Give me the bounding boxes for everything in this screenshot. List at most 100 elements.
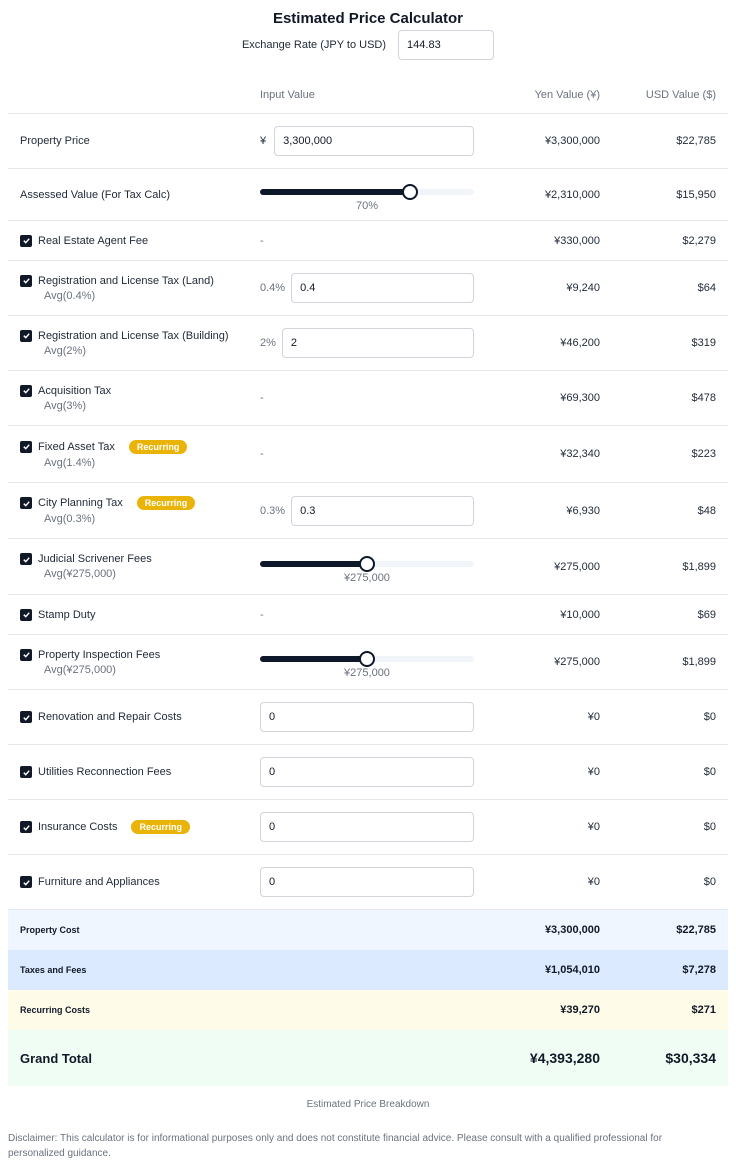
grand-total-row: Grand Total ¥4,393,280 $30,334 [8,1030,728,1086]
recurring-badge: Recurring [131,820,190,834]
utilities-fees-checkbox[interactable] [20,766,32,778]
registration-land-input[interactable] [291,273,474,303]
row-label: Stamp Duty [38,608,96,621]
yen-value: ¥0 [587,821,600,833]
scrivener-fees-slider[interactable]: ¥275,000 [260,550,474,584]
property-price-input[interactable] [274,126,474,156]
row-scrivener-fees: Judicial Scrivener Fees Avg(¥275,000) ¥2… [8,539,728,595]
acquisition-tax-checkbox[interactable] [20,384,32,397]
registration-building-input[interactable] [281,328,474,358]
avg-note: Avg(0.4%) [44,289,96,302]
input-placeholder-dash: - [260,392,264,404]
row-inspection-fees: Property Inspection Fees Avg(¥275,000) ¥… [8,635,728,690]
recurring-badge: Recurring [128,439,188,454]
exchange-rate-label: Exchange Rate (JPY to USD) [241,39,387,51]
percent-prefix: 0.3% [260,504,286,517]
row-insurance-costs: Insurance Costs Recurring ¥0 $0 [8,800,728,855]
registration-land-checkbox[interactable] [20,274,32,287]
usd-value: $319 [691,337,716,349]
row-label: Insurance Costs [38,821,118,833]
grand-total-label: Grand Total [20,1050,92,1066]
row-label: Acquisition Tax [38,384,112,397]
grand-total-usd: $30,334 [665,1050,716,1066]
summary-property-cost: Property Cost ¥3,300,000 $22,785 [8,910,728,950]
usd-value: $0 [703,876,716,888]
summary-usd: $22,785 [676,924,716,936]
row-registration-land: Registration and License Tax (Land) Avg(… [8,261,728,316]
slider-thumb[interactable] [359,555,375,572]
city-planning-tax-checkbox[interactable] [20,497,32,509]
slider-caption: ¥275,000 [344,667,390,679]
recurring-badge: Recurring [136,496,196,510]
usd-value: $0 [703,766,716,778]
city-planning-tax-input[interactable] [291,495,474,526]
yen-value: ¥330,000 [554,234,600,247]
yen-value: ¥6,930 [566,504,600,517]
stamp-duty-checkbox[interactable] [20,608,32,621]
row-label: Fixed Asset Tax [38,440,115,453]
slider-thumb[interactable] [401,183,418,200]
row-label: Registration and License Tax (Land) [38,274,214,287]
inspection-fees-checkbox[interactable] [20,648,32,661]
utilities-fees-input[interactable] [260,757,474,787]
row-city-planning-tax: City Planning Tax Recurring Avg(0.3%) 0.… [8,483,728,539]
insurance-costs-checkbox[interactable] [20,821,32,833]
row-renovation-costs: Renovation and Repair Costs ¥0 $0 [8,690,728,745]
grand-total-yen: ¥4,393,280 [529,1050,600,1066]
summary-usd: $271 [691,1004,716,1016]
furniture-appliances-checkbox[interactable] [20,876,32,888]
row-registration-building: Registration and License Tax (Building) … [8,316,728,371]
scrivener-fees-checkbox[interactable] [20,553,32,565]
row-agent-fee: Real Estate Agent Fee - ¥330,000 $2,279 [8,221,728,261]
fixed-asset-tax-checkbox[interactable] [20,440,32,453]
usd-value: $2,279 [682,234,716,247]
insurance-costs-input[interactable] [260,812,474,842]
furniture-appliances-input[interactable] [260,867,474,897]
usd-value: $15,950 [676,188,716,201]
yen-value: ¥275,000 [554,560,600,573]
usd-value: $478 [691,392,716,404]
percent-prefix: 2% [260,337,276,349]
summary-usd: $7,278 [682,964,716,976]
avg-note: Avg(0.3%) [44,513,96,525]
page-title: Estimated Price Calculator [272,10,464,27]
yen-value: ¥0 [587,766,600,778]
usd-value: $22,785 [676,135,716,147]
row-label: Assessed Value (For Tax Calc) [20,188,170,201]
row-property-price: Property Price ¥ ¥3,300,000 $22,785 [8,114,728,169]
assessed-value-slider[interactable]: 70% [260,178,474,212]
summary-yen: ¥1,054,010 [544,964,600,976]
avg-note: Avg(2%) [44,344,86,357]
row-label: Property Price [20,135,90,147]
avg-note: Avg(¥275,000) [44,568,116,580]
usd-value: $1,899 [682,560,716,573]
column-header-input: Input Value [260,89,315,101]
registration-building-checkbox[interactable] [20,329,32,342]
usd-value: $223 [691,448,716,460]
row-fixed-asset-tax: Fixed Asset Tax Recurring Avg(1.4%) - ¥3… [8,426,728,483]
yen-value: ¥275,000 [554,656,600,668]
summary-label: Property Cost [20,925,80,935]
row-label: Utilities Reconnection Fees [38,766,172,778]
renovation-costs-checkbox[interactable] [20,711,32,723]
row-label: Renovation and Repair Costs [38,711,182,723]
column-header-usd: USD Value ($) [645,89,716,101]
usd-value: $0 [703,821,716,833]
renovation-costs-input[interactable] [260,702,474,732]
yen-value: ¥2,310,000 [544,188,600,201]
slider-thumb[interactable] [359,651,375,667]
row-acquisition-tax: Acquisition Tax Avg(3%) - ¥69,300 $478 [8,371,728,426]
row-label: Property Inspection Fees [38,648,161,661]
exchange-rate-input[interactable] [398,30,495,60]
row-label: Real Estate Agent Fee [38,234,149,247]
yen-value: ¥9,240 [566,282,600,294]
percent-prefix: 0.4% [260,282,286,294]
usd-value: $69 [697,608,716,621]
yen-prefix: ¥ [260,135,267,147]
input-placeholder-dash: - [260,448,264,460]
slider-caption: 70% [355,199,379,212]
yen-value: ¥0 [587,711,600,723]
agent-fee-checkbox[interactable] [20,234,32,247]
table-header: Input Value Yen Value (¥) USD Value ($) [8,78,728,114]
inspection-fees-slider[interactable]: ¥275,000 [260,645,474,679]
